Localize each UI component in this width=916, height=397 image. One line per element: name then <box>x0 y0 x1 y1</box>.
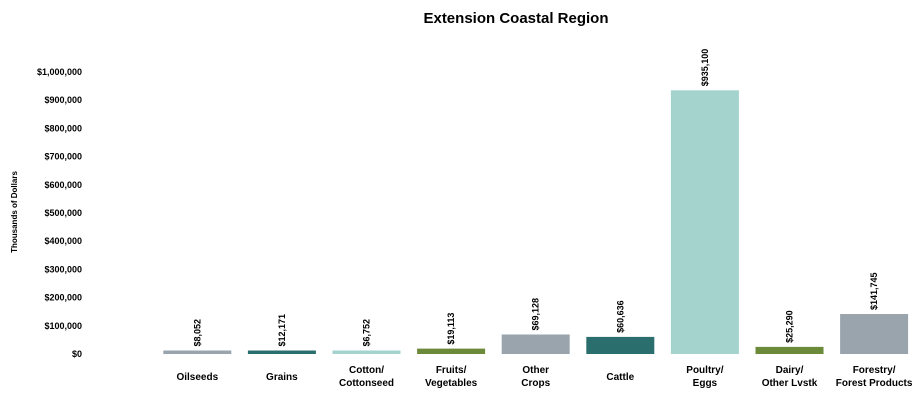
y-tick-label: $800,000 <box>44 123 82 133</box>
bar <box>417 348 486 354</box>
bar <box>163 350 232 354</box>
data-label: $8,052 <box>192 319 202 347</box>
x-category-label: Other <box>522 365 549 376</box>
data-label: $25,290 <box>785 310 795 343</box>
x-category-label: Dairy/ <box>776 365 804 376</box>
y-tick-label: $200,000 <box>44 293 82 303</box>
x-category-label: Vegetables <box>425 378 478 389</box>
x-category-label: Oilseeds <box>176 372 218 383</box>
x-category-label: Grains <box>266 372 298 383</box>
y-tick-label: $500,000 <box>44 208 82 218</box>
y-tick-label: $700,000 <box>44 152 82 162</box>
x-category-label: Cotton/ <box>349 365 384 376</box>
chart-title: Extension Coastal Region <box>423 10 608 27</box>
data-label: $935,100 <box>700 49 710 87</box>
y-tick-label: $1,000,000 <box>37 67 82 77</box>
bar <box>247 350 316 354</box>
bars <box>163 90 909 354</box>
bar <box>670 90 739 354</box>
bar <box>586 336 655 354</box>
data-label: $141,745 <box>869 272 879 310</box>
x-category-label: Fruits/ <box>436 365 467 376</box>
x-category-label: Other Lvstk <box>762 378 818 389</box>
x-category-label: Forest Products <box>836 378 913 389</box>
x-axis-categories: Oilseeds Grains Cotton/Cottonseed Fruits/Ve… <box>176 365 912 389</box>
x-category-label: Crops <box>521 378 550 389</box>
data-label: $6,752 <box>362 319 372 347</box>
y-tick-label: $0 <box>72 349 82 359</box>
bar <box>332 350 401 354</box>
y-axis-label: Thousands of Dollars <box>10 171 19 253</box>
bar <box>840 314 909 354</box>
y-axis-ticks: $0 $100,000 $200,000 $300,000 $400,000 $500,0… <box>37 67 82 359</box>
data-label: $60,636 <box>615 300 625 333</box>
y-tick-label: $600,000 <box>44 180 82 190</box>
data-label: $19,113 <box>446 313 456 345</box>
x-category-label: Poultry/ <box>686 365 723 376</box>
x-category-label: Eggs <box>693 378 718 389</box>
data-label: $12,171 <box>277 314 287 347</box>
y-tick-label: $100,000 <box>44 321 82 331</box>
data-label: $69,128 <box>531 298 541 331</box>
data-labels: $8,052 $12,171 $6,752 $19,113 $69,128 $60,636… <box>192 49 879 347</box>
y-tick-label: $400,000 <box>44 236 82 246</box>
x-category-label: Cottonseed <box>339 378 394 389</box>
x-category-label: Cattle <box>606 372 634 383</box>
y-tick-label: $300,000 <box>44 264 82 274</box>
x-category-label: Forestry/ <box>853 365 896 376</box>
bar <box>755 346 824 354</box>
y-tick-label: $900,000 <box>44 95 82 105</box>
bar <box>501 334 570 354</box>
